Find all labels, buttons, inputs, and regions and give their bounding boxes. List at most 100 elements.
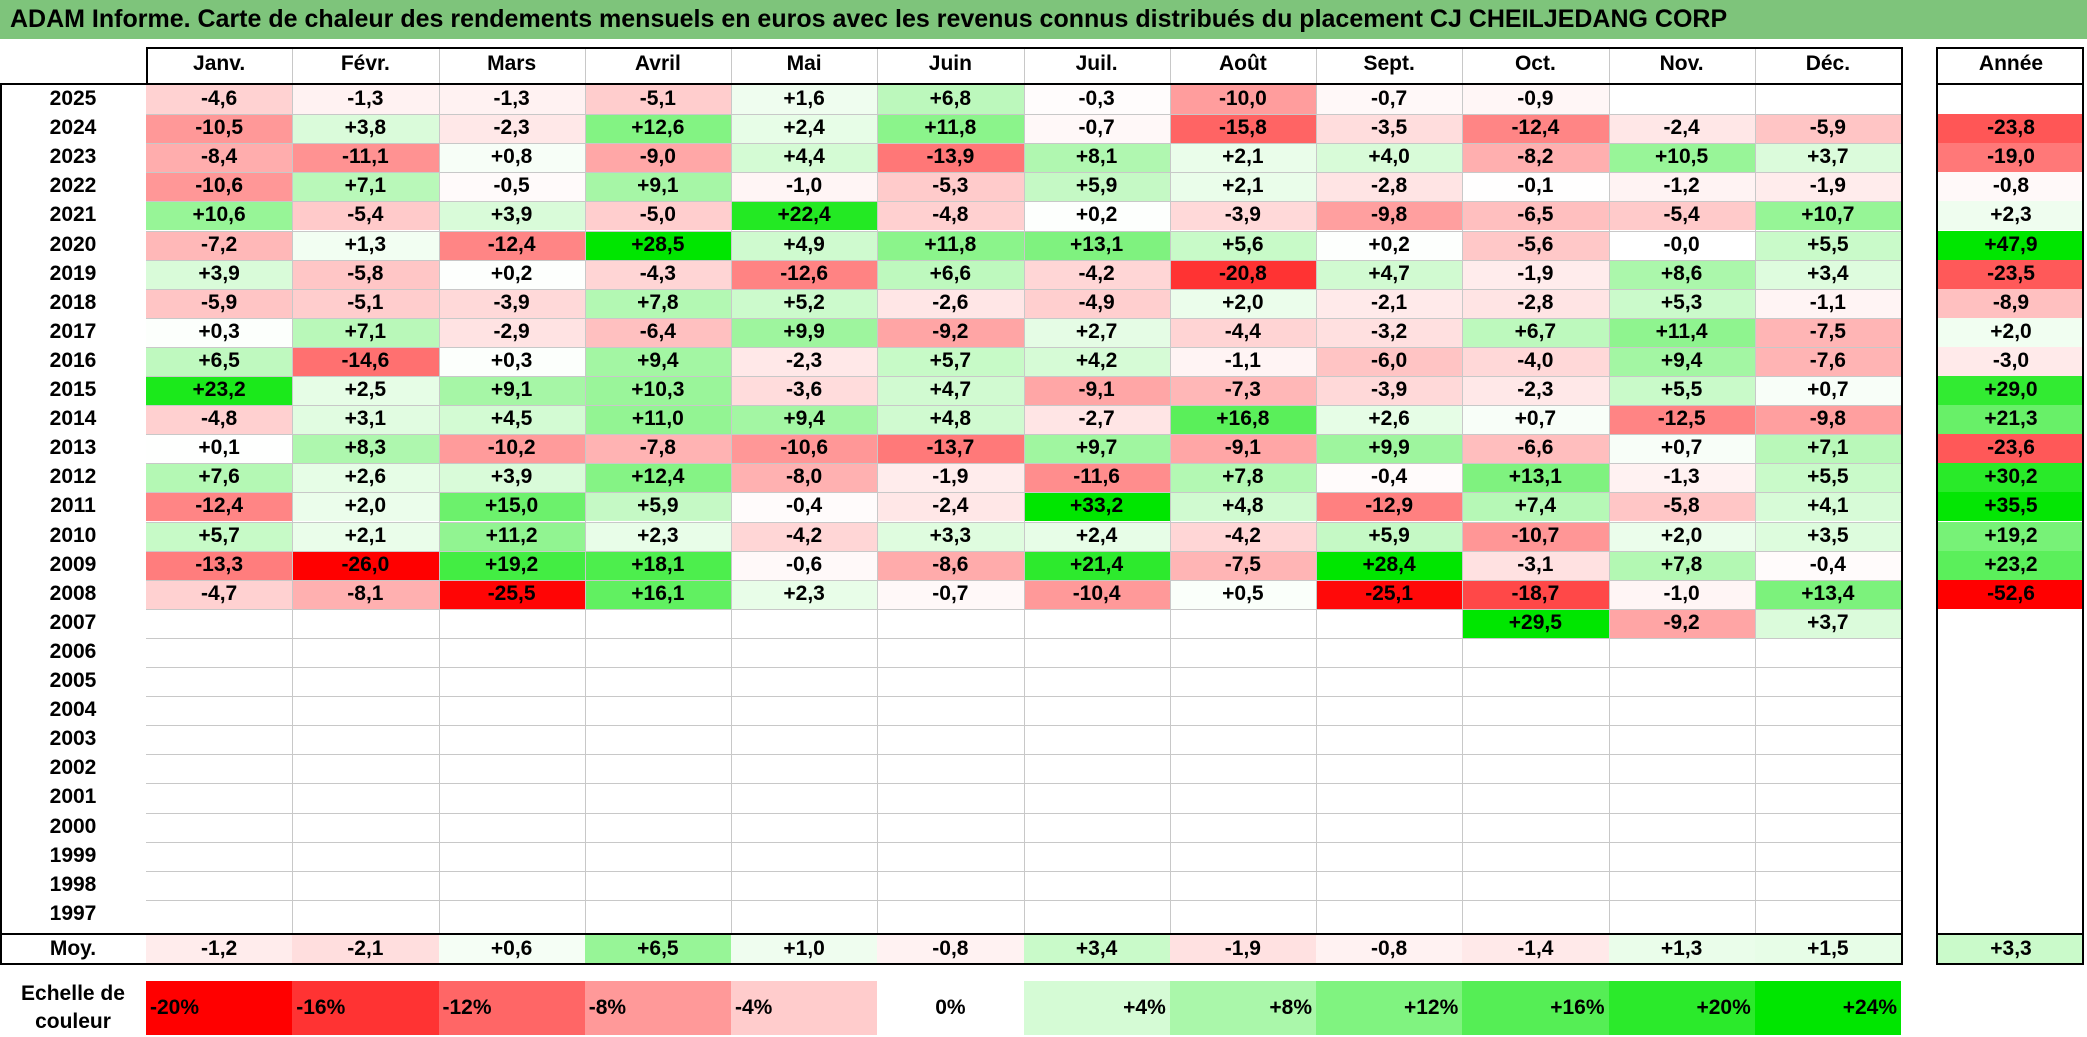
heatmap-cell: +16,8 <box>1169 405 1316 435</box>
heatmap-cell <box>146 783 293 813</box>
heatmap-cell: +33,2 <box>1023 492 1170 522</box>
heatmap-cell <box>1023 667 1170 697</box>
grid-line <box>146 579 1901 581</box>
heatmap-cell: -4,8 <box>877 201 1024 231</box>
heatmap-cell: -7,6 <box>1754 346 1901 376</box>
heatmap-cell <box>1316 899 1463 929</box>
heatmap-cell <box>292 812 439 842</box>
heatmap-cell: -4,7 <box>146 579 293 609</box>
annual-cell <box>1938 696 2084 726</box>
heatmap-cell: -4,4 <box>1169 317 1316 347</box>
month-header: Févr. <box>340 52 390 75</box>
heatmap-cell: +13,1 <box>1462 463 1609 493</box>
heatmap-cell: -13,3 <box>146 550 293 580</box>
grid-line <box>146 376 1901 377</box>
heatmap-cell: +2,6 <box>1316 405 1463 435</box>
heatmap-cell <box>1023 608 1170 638</box>
heatmap-cell <box>731 841 878 871</box>
heatmap-cell: +10,6 <box>146 201 293 231</box>
heatmap-cell <box>1169 667 1316 697</box>
heatmap-cell <box>731 783 878 813</box>
heatmap-cell: -12,5 <box>1608 405 1755 435</box>
heatmap-cell <box>1316 637 1463 667</box>
heatmap-cell: +4,9 <box>731 230 878 260</box>
heatmap-cell <box>1169 841 1316 871</box>
heatmap-cell: -12,9 <box>1316 492 1463 522</box>
heatmap-cell: -2,6 <box>877 288 1024 318</box>
grid-line <box>146 259 1901 261</box>
heatmap-cell: +11,0 <box>584 405 731 435</box>
annual-cell: +30,2 <box>1938 463 2084 493</box>
heatmap-cell: +4,2 <box>1023 346 1170 376</box>
heatmap-cell: -12,4 <box>1462 114 1609 144</box>
year-label: 1998 <box>49 872 97 896</box>
heatmap-cell <box>731 667 878 697</box>
heatmap-cell: +0,8 <box>438 143 585 173</box>
heatmap-cell: -1,9 <box>1754 172 1901 202</box>
heatmap-cell <box>731 899 878 929</box>
color-scale-stop: -16% <box>292 981 439 1035</box>
chart-title: ADAM Informe. Carte de chaleur des rende… <box>0 0 2087 39</box>
heatmap-cell: +4,7 <box>1316 259 1463 289</box>
heatmap-cell <box>877 608 1024 638</box>
heatmap-cell: +7,8 <box>1169 463 1316 493</box>
grid-line <box>146 521 1901 523</box>
grid-line <box>146 783 1901 785</box>
heatmap-cell: -1,0 <box>731 172 878 202</box>
heatmap-cell: +9,1 <box>584 172 731 202</box>
color-scale-stop: +8% <box>1169 981 1316 1035</box>
heatmap-cell: +11,2 <box>438 521 585 551</box>
heatmap-cell <box>1316 812 1463 842</box>
year-label: 2014 <box>49 407 97 431</box>
heatmap-cell: -0,4 <box>1316 463 1463 493</box>
heatmap-cell: -9,8 <box>1754 405 1901 435</box>
heatmap-cell: -10,6 <box>731 434 878 464</box>
heatmap-cell <box>1754 899 1901 929</box>
heatmap-cell: +4,5 <box>438 405 585 435</box>
heatmap-cell: -4,8 <box>146 405 293 435</box>
average-cell: -1,4 <box>1462 935 1609 965</box>
annual-cell <box>1938 754 2084 784</box>
average-cell: +1,3 <box>1608 935 1755 965</box>
heatmap-cell: -10,4 <box>1023 579 1170 609</box>
heatmap-cell: +7,8 <box>1608 550 1755 580</box>
heatmap-cell: +8,1 <box>1023 143 1170 173</box>
month-header: Août <box>1218 52 1267 75</box>
year-label: 2006 <box>49 639 97 663</box>
heatmap-cell: +0,7 <box>1608 434 1755 464</box>
heatmap-cell: +7,6 <box>146 463 293 493</box>
heatmap-cell: -1,2 <box>1608 172 1755 202</box>
heatmap-cell: -15,8 <box>1169 114 1316 144</box>
heatmap-cell <box>731 870 878 900</box>
heatmap-cell: -25,1 <box>1316 579 1463 609</box>
heatmap-cell <box>1462 754 1609 784</box>
heatmap-cell <box>1462 637 1609 667</box>
heatmap-cell <box>438 841 585 871</box>
annual-cell <box>1938 841 2084 871</box>
heatmap-cell: +0,1 <box>146 434 293 464</box>
grid-line <box>146 201 1901 203</box>
grid-line <box>146 550 1901 552</box>
heatmap-cell <box>146 608 293 638</box>
heatmap-cell <box>1316 754 1463 784</box>
heatmap-cell <box>1169 783 1316 813</box>
average-cell: +1,0 <box>731 935 878 965</box>
heatmap-cell: +3,8 <box>292 114 439 144</box>
heatmap-cell: +7,4 <box>1462 492 1609 522</box>
heatmap-cell <box>877 899 1024 929</box>
heatmap-cell: +2,4 <box>731 114 878 144</box>
heatmap-cell: -2,8 <box>1316 172 1463 202</box>
heatmap-cell: -9,1 <box>1023 376 1170 406</box>
heatmap-cell: +2,6 <box>292 463 439 493</box>
heatmap-cell <box>584 725 731 755</box>
heatmap-cell <box>292 637 439 667</box>
grid-line <box>146 288 1901 290</box>
heatmap-cell <box>438 812 585 842</box>
heatmap-cell <box>292 608 439 638</box>
year-label: 2025 <box>49 87 97 110</box>
grid-line <box>731 47 732 965</box>
heatmap-cell <box>877 812 1024 842</box>
heatmap-cell <box>1608 870 1755 900</box>
heatmap-cell <box>438 754 585 784</box>
heatmap-cell <box>438 637 585 667</box>
